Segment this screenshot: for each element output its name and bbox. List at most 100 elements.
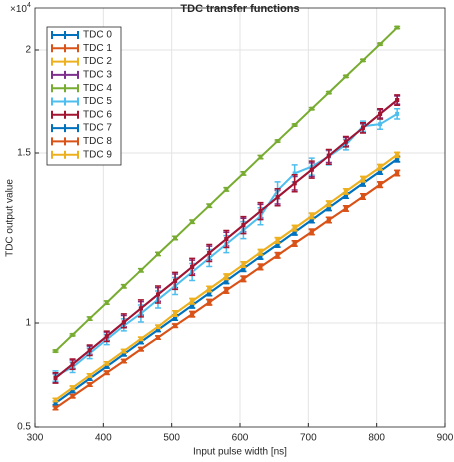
marker	[87, 376, 92, 381]
marker	[70, 388, 75, 393]
legend-label: TDC 2	[83, 56, 112, 67]
marker	[326, 205, 331, 210]
marker	[275, 139, 280, 144]
marker	[275, 238, 280, 243]
marker	[395, 171, 400, 176]
marker	[361, 125, 365, 130]
marker	[258, 155, 263, 160]
y-multiplier: ×104	[10, 2, 31, 15]
marker	[258, 254, 263, 259]
marker	[361, 58, 365, 63]
marker	[87, 316, 92, 321]
x-axis-label: Input pulse width [ns]	[193, 447, 287, 458]
marker	[121, 349, 126, 354]
marker	[207, 203, 212, 208]
marker	[53, 397, 58, 402]
legend-swatch	[51, 57, 79, 66]
marker	[378, 122, 383, 127]
series	[52, 169, 401, 411]
marker	[70, 385, 75, 390]
marker	[53, 349, 58, 354]
x-tick-label: 300	[27, 433, 44, 444]
y-multiplier-exponent: 4	[27, 2, 31, 9]
marker	[224, 187, 229, 192]
marker	[241, 171, 246, 176]
marker	[207, 300, 212, 305]
marker	[343, 74, 348, 79]
marker	[156, 292, 160, 297]
marker	[104, 334, 109, 339]
marker	[207, 291, 212, 296]
marker	[121, 284, 126, 289]
marker	[309, 217, 314, 222]
marker	[378, 165, 383, 170]
marker	[121, 359, 126, 364]
marker	[343, 189, 348, 194]
marker	[87, 348, 92, 353]
marker	[190, 312, 195, 317]
marker	[361, 194, 365, 199]
marker	[173, 236, 178, 240]
y-multiplier-base: ×10	[10, 4, 27, 15]
marker	[292, 171, 297, 176]
marker	[173, 278, 178, 283]
marker	[156, 335, 160, 340]
marker	[326, 153, 331, 158]
marker	[104, 364, 109, 369]
marker	[275, 253, 280, 258]
marker	[292, 230, 297, 235]
marker	[138, 347, 143, 352]
marker	[292, 122, 297, 127]
marker	[241, 223, 246, 228]
legend-swatch	[51, 44, 79, 53]
marker	[173, 323, 178, 328]
marker	[224, 278, 229, 283]
y-tick-label: 0.5	[17, 422, 31, 433]
marker	[343, 193, 348, 198]
x-tick-label: 800	[368, 433, 385, 444]
marker	[378, 169, 383, 174]
marker	[70, 332, 75, 337]
marker	[378, 182, 383, 187]
legend-label: TDC 0	[83, 30, 112, 41]
legend-label: TDC 8	[83, 136, 112, 147]
marker	[70, 362, 75, 367]
marker	[53, 375, 58, 380]
marker	[343, 139, 348, 144]
marker	[173, 315, 178, 320]
marker	[292, 241, 297, 246]
marker	[258, 250, 263, 255]
legend: TDC 0 TDC 1 TDC 2 TDC 3 TDC 4 TDC 5 TDC 6 TDC 7…	[46, 26, 122, 166]
marker	[104, 361, 109, 366]
marker	[309, 229, 314, 234]
marker	[241, 266, 246, 271]
x-tick-label: 400	[95, 433, 112, 444]
marker	[292, 181, 297, 186]
marker	[190, 299, 195, 304]
x-tick-label: 600	[232, 433, 249, 444]
legend-swatch	[51, 84, 79, 93]
marker	[326, 217, 331, 222]
x-tick-label: 900	[437, 433, 454, 444]
marker	[309, 167, 314, 172]
x-tick-label: 500	[163, 433, 180, 444]
marker	[156, 251, 160, 256]
marker	[156, 324, 160, 329]
legend-label: TDC 7	[83, 123, 112, 134]
marker	[395, 152, 400, 157]
y-tick-label: 1.5	[17, 148, 31, 159]
marker	[70, 394, 75, 399]
marker	[343, 206, 348, 211]
marker	[275, 242, 280, 247]
legend-swatch	[51, 150, 79, 159]
marker	[190, 264, 195, 269]
marker	[87, 382, 92, 387]
marker	[309, 106, 314, 111]
marker	[173, 311, 178, 316]
marker	[121, 352, 126, 357]
marker	[138, 268, 143, 273]
marker	[121, 320, 126, 325]
marker	[258, 264, 263, 269]
